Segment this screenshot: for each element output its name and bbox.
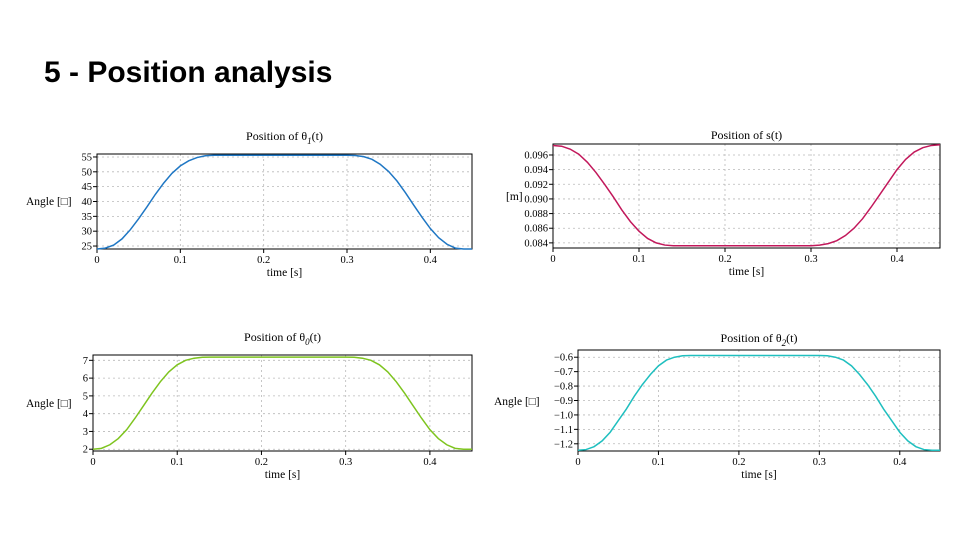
x-axis-label: time [s] — [741, 469, 776, 481]
x-tick-label: 0.2 — [255, 457, 268, 468]
y-tick-label: 5 — [83, 391, 88, 402]
theta0-plot: 2 3 4 5 6 7 0 0.1 0.2 0.3 0.4 Position of θ0(t) time… — [26, 330, 473, 481]
s-plot: 0.084 0.086 0.088 0.090 0.092 0.094 0.096 0 0.1 0… — [506, 128, 941, 278]
y-tick-label: 0.086 — [524, 224, 548, 235]
y-tick-label: 0.088 — [524, 209, 548, 220]
plot-frame — [92, 354, 473, 452]
y-tick-label: −0.9 — [554, 396, 573, 407]
x-tick-label: 0.3 — [804, 254, 817, 265]
x-tick-label: 0.1 — [171, 457, 184, 468]
theta2-plot: −1.2 −1.1 −1.0 −0.9 −0.8 −0.7 −0.6 0 0.1 0.2 0.3 0.… — [494, 331, 941, 481]
x-tick-label: 0 — [94, 255, 99, 266]
plot-title: Position of θ1(t) — [246, 129, 323, 146]
x-tick-label: 0.2 — [718, 254, 731, 265]
y-tick-label: 7 — [83, 356, 88, 367]
theta2-series-line — [577, 354, 940, 452]
x-axis-label: time [s] — [265, 469, 300, 481]
x-tick-label: 0.3 — [339, 457, 352, 468]
y-tick-label: −0.6 — [554, 353, 573, 364]
y-axis-label: Angle [□] — [494, 396, 540, 408]
y-tick-label: 0.094 — [524, 165, 548, 176]
plot-title: Position of θ0(t) — [244, 330, 321, 347]
theta0-series-line — [92, 356, 472, 450]
x-tick-label: 0.4 — [424, 255, 438, 266]
y-tick-label: −0.8 — [554, 382, 573, 393]
x-axis-label: time [s] — [729, 266, 764, 278]
y-axis-label: [m] — [506, 191, 523, 203]
y-tick-label: 0.084 — [524, 238, 548, 249]
y-tick-label: −1.0 — [554, 410, 573, 421]
y-tick-label: 2 — [83, 445, 88, 456]
x-tick-label: 0.4 — [423, 457, 437, 468]
y-tick-label: 35 — [82, 212, 93, 223]
theta1-series-line — [96, 154, 472, 250]
x-tick-label: 0.1 — [174, 255, 187, 266]
slide-title: 5 - Position analysis — [44, 56, 333, 89]
y-tick-label: 0.096 — [524, 150, 548, 161]
y-tick-label: 3 — [83, 427, 88, 438]
y-tick-label: 45 — [82, 182, 93, 193]
plot-frame — [552, 143, 941, 249]
x-tick-label: 0.2 — [257, 255, 270, 266]
s-series-line — [552, 143, 941, 247]
x-tick-label: 0 — [550, 254, 555, 265]
y-tick-label: 40 — [82, 197, 93, 208]
x-tick-label: 0.1 — [652, 457, 665, 468]
x-tick-label: 0.1 — [632, 254, 645, 265]
y-tick-label: −0.7 — [554, 367, 573, 378]
y-tick-label: −1.2 — [554, 439, 573, 450]
x-tick-label: 0.3 — [813, 457, 826, 468]
y-tick-label: 6 — [83, 374, 88, 385]
y-tick-label: 0.090 — [524, 194, 548, 205]
x-tick-label: 0 — [575, 457, 580, 468]
y-tick-label: 0.092 — [524, 180, 548, 191]
y-tick-label: 25 — [82, 242, 93, 253]
y-tick-label: 50 — [82, 167, 93, 178]
y-tick-label: 4 — [83, 409, 89, 420]
x-tick-label: 0 — [90, 457, 95, 468]
y-tick-label: 55 — [82, 152, 93, 163]
plot-title: Position of θ2(t) — [721, 331, 798, 348]
plot-title: Position of s(t) — [711, 128, 782, 142]
y-tick-label: 30 — [82, 227, 93, 238]
x-axis-label: time [s] — [267, 267, 302, 279]
x-tick-label: 0.4 — [890, 254, 904, 265]
x-tick-label: 0.4 — [893, 457, 907, 468]
x-tick-label: 0.3 — [340, 255, 353, 266]
y-axis-label: Angle [□] — [26, 196, 72, 208]
x-tick-label: 0.2 — [732, 457, 745, 468]
y-axis-label: Angle [□] — [26, 398, 72, 410]
theta1-plot: 25 30 35 40 45 50 55 0 0.1 0.2 0.3 0.4 Position of θ… — [26, 129, 473, 279]
y-tick-label: −1.1 — [554, 425, 573, 436]
